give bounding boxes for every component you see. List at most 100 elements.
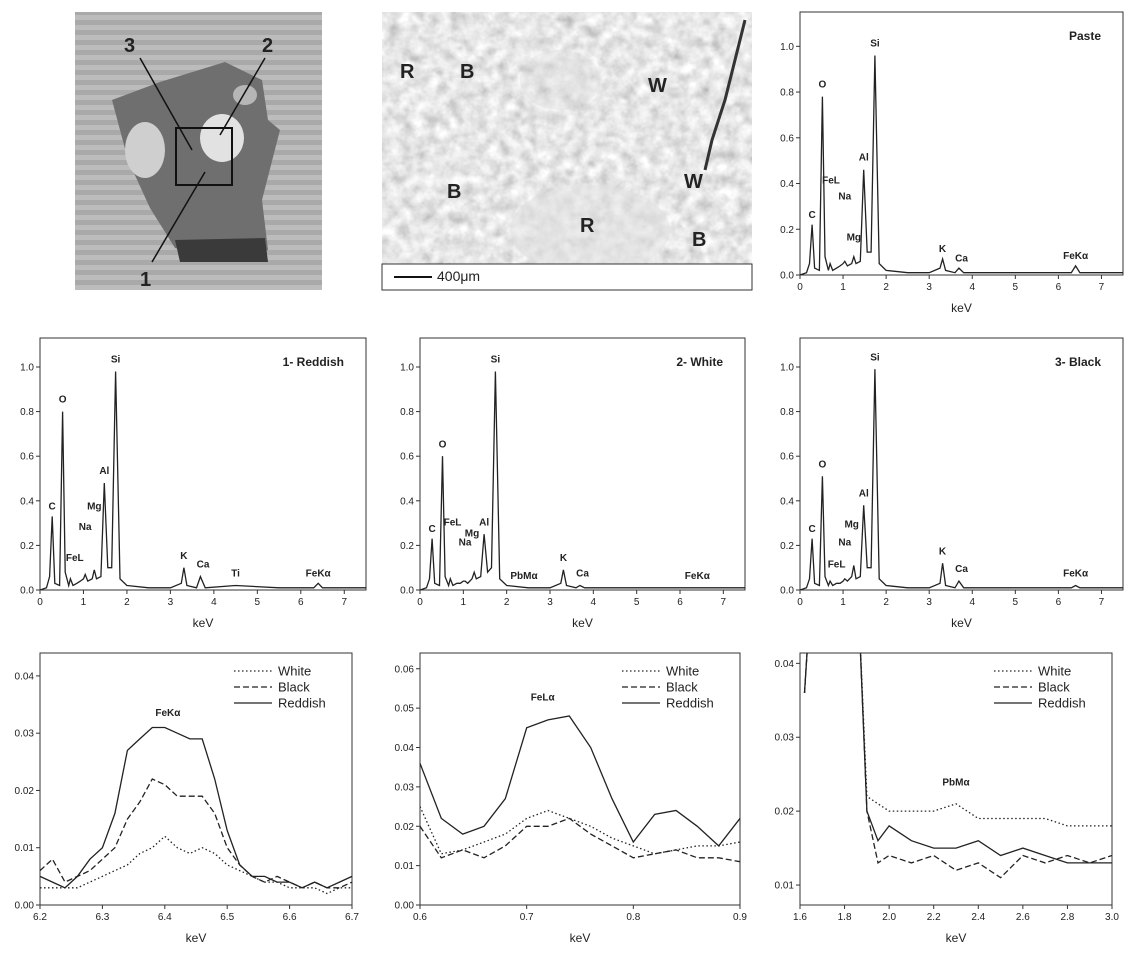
peak-label: FeL [828, 560, 846, 571]
spectrum-line [800, 55, 1123, 275]
sem-label: W [648, 75, 667, 97]
peak-label: Mg [844, 520, 858, 531]
x-tick-label: 0.6 [413, 912, 427, 923]
y-tick-label: 0.03 [775, 733, 795, 744]
peak-label: C [808, 210, 815, 221]
peak-label: Ca [576, 569, 589, 580]
x-tick-label: 2.2 [927, 912, 941, 923]
x-tick-label: 4 [591, 597, 597, 608]
peak-label: FeKα [306, 569, 332, 580]
x-axis-label: keV [570, 931, 591, 945]
x-axis-label: keV [946, 931, 967, 945]
x-tick-label: 6.4 [158, 912, 172, 923]
plot-frame [799, 337, 1124, 591]
peak-label: FeKα [1063, 251, 1089, 262]
x-tick-label: 6.2 [33, 912, 47, 923]
sem-label: B [460, 61, 474, 83]
x-tick-label: 1 [840, 282, 846, 293]
peak-label: Mg [465, 528, 479, 539]
y-tick-label: 0.0 [780, 271, 794, 282]
peak-label: Si [870, 352, 880, 363]
plot-frame [419, 652, 741, 906]
peak-label: Na [459, 537, 472, 548]
x-tick-label: 5 [634, 597, 640, 608]
y-tick-label: 0.02 [395, 822, 415, 833]
y-tick-label: 0.04 [775, 659, 795, 670]
spectrum-line [800, 369, 1123, 590]
peak-label: FeL [66, 553, 84, 564]
x-tick-label: 1.6 [793, 912, 807, 923]
x-tick-label: 1 [81, 597, 87, 608]
x-tick-label: 2 [883, 597, 889, 608]
x-tick-label: 0.9 [733, 912, 747, 923]
peak-label: FeKα [155, 708, 181, 719]
x-tick-label: 6.3 [95, 912, 109, 923]
spectrum-line [803, 653, 1112, 879]
x-axis-label: keV [951, 616, 972, 630]
y-tick-label: 0.4 [20, 496, 34, 507]
x-tick-label: 6 [1056, 597, 1062, 608]
scale-bar-label: 400μm [437, 268, 480, 284]
x-tick-label: 2 [124, 597, 130, 608]
legend-label: White [666, 664, 699, 679]
y-tick-label: 0.00 [395, 901, 415, 912]
peak-label: Al [859, 488, 869, 499]
x-tick-label: 3.0 [1105, 912, 1119, 923]
y-tick-label: 0.8 [780, 88, 794, 99]
x-tick-label: 1.8 [838, 912, 852, 923]
y-tick-label: 0.2 [780, 225, 794, 236]
y-tick-label: 0.4 [780, 179, 794, 190]
y-tick-label: 0.6 [780, 133, 794, 144]
y-tick-label: 0.03 [395, 782, 415, 793]
x-tick-label: 3 [168, 597, 174, 608]
legend-label: Black [666, 680, 698, 695]
x-tick-label: 0 [797, 282, 803, 293]
y-tick-label: 0.8 [780, 407, 794, 418]
plot-frame [39, 652, 353, 906]
spectrum-line [40, 778, 352, 889]
peak-label: FeL [822, 176, 840, 187]
y-tick-label: 1.0 [780, 42, 794, 53]
sem-label: B [447, 181, 461, 203]
peak-label: Na [79, 522, 92, 533]
peak-label: C [49, 502, 56, 513]
peak-label: FeKα [685, 571, 711, 582]
sem-label: R [580, 215, 595, 237]
legend-label: Black [1038, 680, 1070, 695]
x-tick-label: 3 [926, 282, 932, 293]
spectrum-line [40, 371, 366, 590]
y-tick-label: 0.0 [780, 586, 794, 597]
x-axis-label: keV [572, 616, 593, 630]
y-tick-label: 0.6 [780, 452, 794, 463]
photo-label: 2 [262, 35, 273, 57]
x-tick-label: 2.4 [971, 912, 985, 923]
peak-label: FeLα [531, 692, 556, 703]
x-axis-label: keV [186, 931, 207, 945]
sem-label: W [684, 171, 703, 193]
y-tick-label: 0.03 [15, 729, 35, 740]
spectrum-line [803, 653, 1112, 827]
legend-label: Reddish [666, 696, 714, 711]
spectrum-line [40, 835, 352, 895]
x-tick-label: 7 [1099, 282, 1105, 293]
y-tick-label: 0.4 [400, 496, 414, 507]
legend-label: Black [278, 680, 310, 695]
x-tick-label: 0 [37, 597, 43, 608]
spectrum-line [803, 653, 1112, 864]
y-tick-label: 1.0 [400, 362, 414, 373]
spectrum-line [420, 715, 740, 847]
y-tick-label: 1.0 [20, 362, 34, 373]
x-tick-label: 2.0 [882, 912, 896, 923]
peak-label: PbMα [510, 571, 538, 582]
x-tick-label: 3 [926, 597, 932, 608]
y-tick-label: 0.6 [20, 452, 34, 463]
y-tick-label: 0.8 [20, 407, 34, 418]
y-tick-label: 0.2 [400, 541, 414, 552]
peak-label: Al [859, 153, 869, 164]
plot-frame [39, 337, 367, 591]
y-tick-label: 0.02 [775, 807, 795, 818]
peak-label: K [939, 244, 947, 255]
x-tick-label: 2 [504, 597, 510, 608]
x-tick-label: 2 [883, 282, 889, 293]
x-tick-label: 6 [677, 597, 683, 608]
